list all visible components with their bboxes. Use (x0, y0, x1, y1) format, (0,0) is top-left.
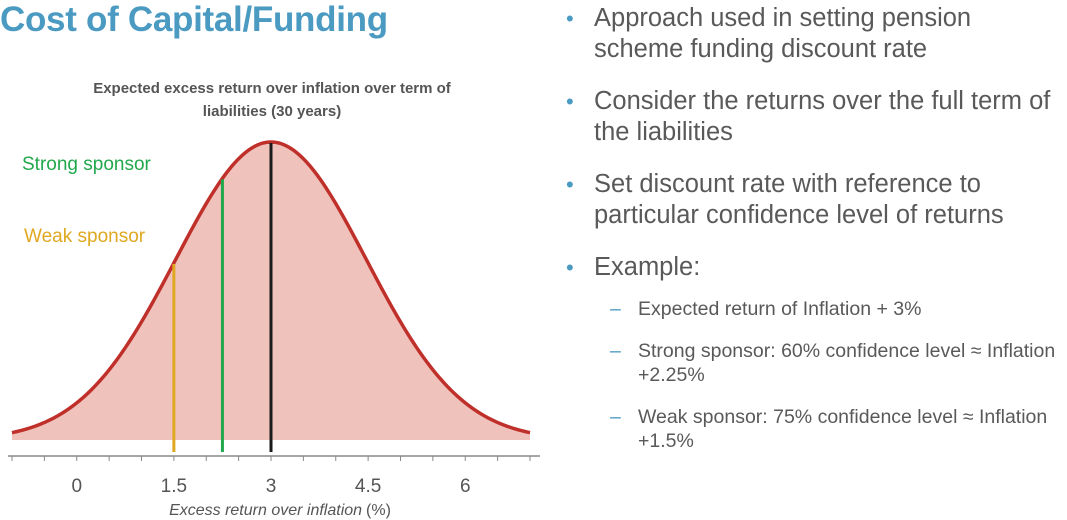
chart-title-line-1: Expected excess return over inflation ov… (93, 80, 452, 97)
dash-icon: – (610, 340, 621, 362)
slide-title: Cost of Capital/Funding (0, 0, 388, 39)
bullet-item: • Example: – Expected return of Inflation … (566, 252, 1066, 453)
bullet-text: Set discount rate with reference to part… (594, 170, 1004, 229)
sub-bullet-text: Expected return of Inflation + 3% (638, 298, 922, 320)
bullet-dot-icon: • (566, 172, 574, 197)
marker-label-weak-sponsor: Weak sponsor (24, 226, 146, 247)
sub-bullet-text: Weak sponsor: 75% confidence level ≈ Inf… (638, 406, 1048, 452)
chart-title-line-2: liabilities (30 years) (203, 103, 341, 120)
bullet-text: Consider the returns over the full term … (594, 87, 1051, 146)
plot-area: Strong sponsor Weak sponsor 0 1.5 3 4.5 6 (8, 140, 540, 497)
x-tick-label: 3 (266, 476, 277, 497)
x-axis-label-text: Excess return over inflation (169, 502, 362, 519)
sub-bullet-item: – Strong sponsor: 60% confidence level ≈ … (594, 339, 1066, 387)
x-tick-label: 1.5 (161, 476, 187, 497)
sub-bullet-list: – Expected return of Inflation + 3% – Stro… (594, 297, 1066, 453)
bullet-dot-icon: • (566, 89, 574, 114)
x-tick-label: 4.5 (355, 476, 381, 497)
marker-label-strong-sponsor: Strong sponsor (22, 154, 152, 175)
dash-icon: – (610, 406, 621, 428)
distribution-curve (11, 140, 531, 435)
bullet-text: Approach used in setting pension scheme … (594, 4, 972, 63)
sub-bullet-item: – Weak sponsor: 75% confidence level ≈ In… (594, 405, 1066, 453)
bullet-list: • Approach used in setting pension scheme… (566, 3, 1066, 474)
x-tick-label: 0 (71, 476, 82, 497)
bullet-item: • Consider the returns over the full term… (566, 86, 1066, 148)
bullet-dot-icon: • (566, 255, 574, 280)
sub-bullet-text: Strong sponsor: 60% confidence level ≈ I… (638, 340, 1056, 386)
sub-bullet-item: – Expected return of Inflation + 3% (594, 297, 1066, 321)
x-axis-label: Excess return over inflation (%) (169, 502, 391, 519)
x-axis-label-unit: (%) (366, 502, 391, 519)
bullet-dot-icon: • (566, 6, 574, 31)
bullet-item: • Approach used in setting pension scheme… (566, 3, 1066, 65)
dash-icon: – (610, 298, 621, 320)
bullet-item: • Set discount rate with reference to par… (566, 169, 1066, 231)
distribution-chart: Expected excess return over inflation ov… (8, 80, 540, 519)
bullet-text: Example: (594, 253, 701, 281)
x-tick-label: 6 (460, 476, 471, 497)
